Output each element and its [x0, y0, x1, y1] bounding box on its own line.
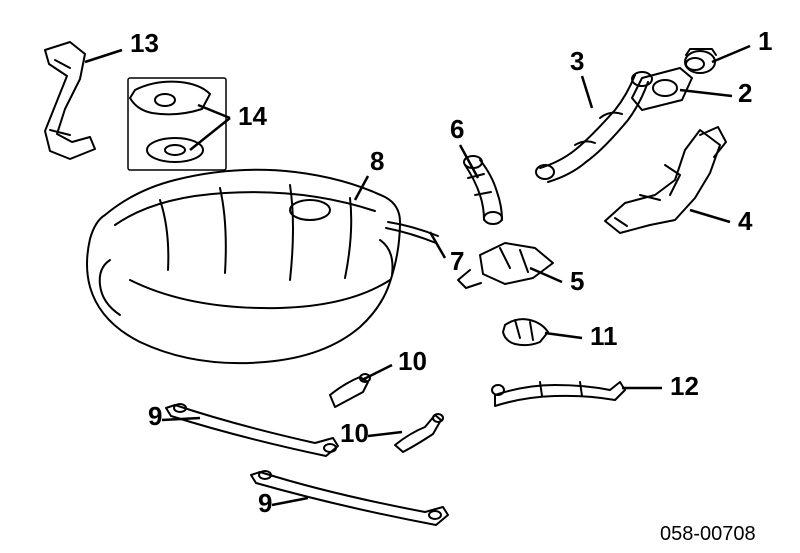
part-10b-bolt	[395, 414, 443, 452]
label-8: 8	[370, 146, 384, 176]
part-3-filler-pipe	[536, 72, 652, 182]
leader-lines	[85, 46, 750, 505]
leader-9	[162, 418, 200, 420]
label-12: 12	[670, 371, 699, 401]
leader-5	[530, 268, 562, 282]
part-1-cap	[685, 49, 716, 73]
part-12-tube	[492, 382, 625, 406]
leader-10	[362, 365, 392, 380]
label-10: 10	[340, 418, 369, 448]
diagram-code: 058-00708	[660, 523, 756, 545]
leader-4	[690, 210, 730, 222]
leader-1	[712, 46, 750, 62]
part-9a-strap	[166, 404, 338, 456]
label-1: 1	[758, 26, 772, 56]
leader-10	[368, 432, 402, 436]
part-11-clip	[503, 319, 548, 345]
leader-14-b	[190, 118, 230, 150]
label-7: 7	[450, 246, 464, 276]
leader-3	[582, 76, 592, 108]
leader-11	[545, 333, 582, 338]
label-9: 9	[148, 401, 162, 431]
label-10: 10	[398, 346, 427, 376]
part-14-gasket	[130, 82, 210, 162]
label-11: 11	[590, 321, 618, 351]
part-9b-strap	[251, 471, 448, 525]
label-6: 6	[450, 114, 464, 144]
label-3: 3	[570, 46, 584, 76]
part-8-tank	[87, 170, 400, 363]
label-5: 5	[570, 266, 584, 296]
label-4: 4	[738, 206, 753, 236]
parts-diagram: 1234567899101011121314 058-00708	[0, 0, 800, 553]
part-4-bracket	[605, 127, 726, 233]
label-2: 2	[738, 78, 752, 108]
label-9: 9	[258, 488, 272, 518]
part-2-retainer	[632, 68, 692, 110]
part-6-hose	[464, 156, 502, 224]
leader-14	[198, 105, 230, 118]
leader-9	[272, 498, 308, 505]
part-13-bracket	[45, 42, 95, 159]
part-5-support	[458, 243, 553, 288]
leader-2	[680, 90, 732, 96]
label-13: 13	[130, 28, 159, 58]
label-14: 14	[238, 101, 267, 131]
leader-13	[85, 50, 122, 62]
